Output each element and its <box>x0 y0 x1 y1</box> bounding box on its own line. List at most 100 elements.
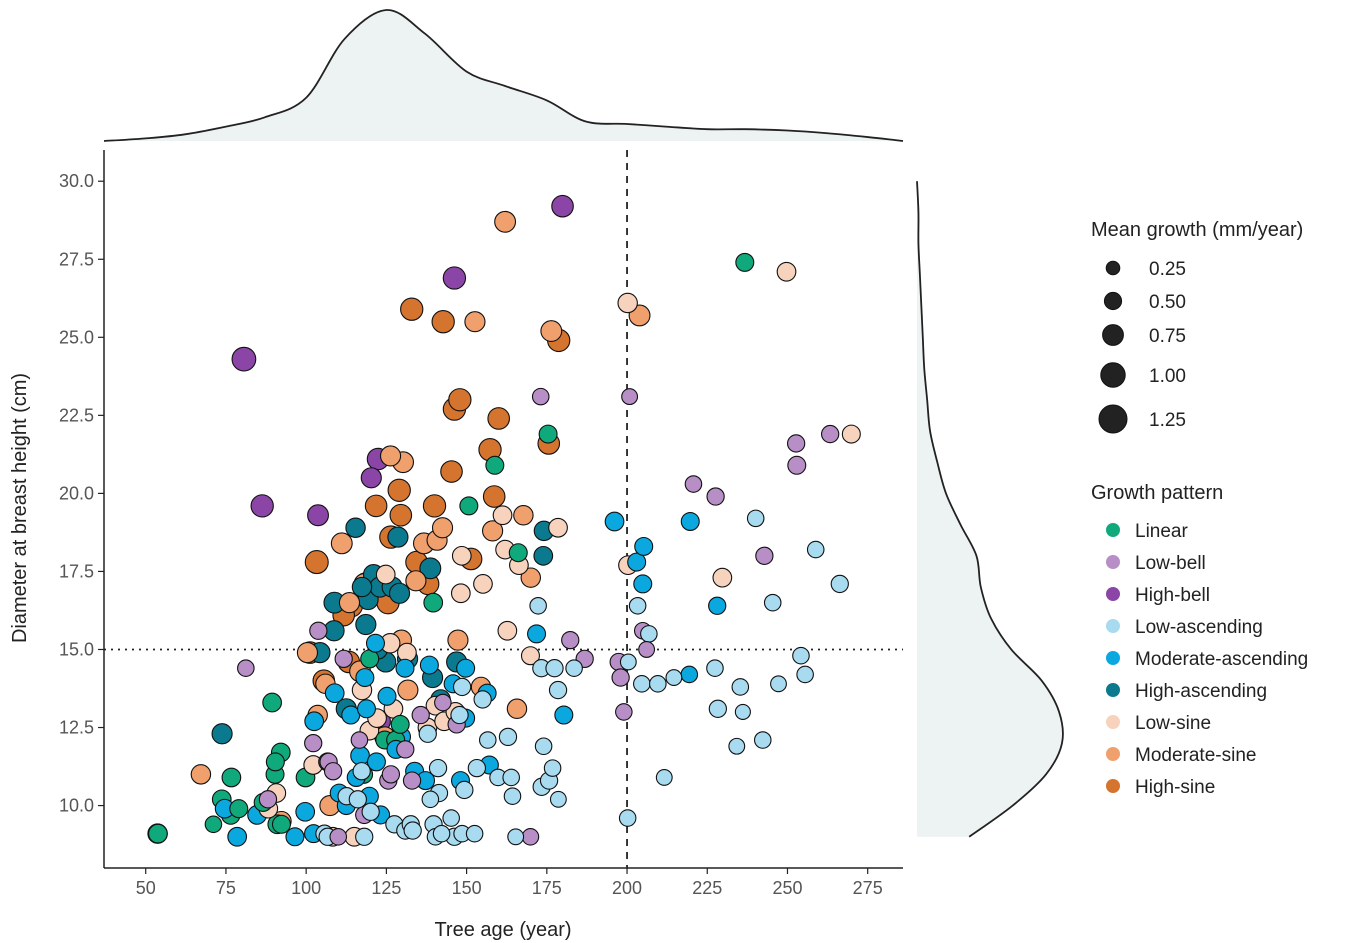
point-low-bell <box>237 659 255 677</box>
point-low-sine <box>451 545 472 566</box>
size-legend-label: 1.25 <box>1149 410 1186 431</box>
x-tick-label: 125 <box>371 878 401 898</box>
point-linear <box>262 692 283 713</box>
point-high-ascending <box>351 576 373 598</box>
point-low-ascending <box>361 802 380 821</box>
point-linear <box>148 823 168 844</box>
x-axis-title: Tree age (year) <box>434 919 571 941</box>
point-low-ascending <box>428 758 448 778</box>
point-low-sine <box>450 583 471 604</box>
right-density-curve <box>916 181 1064 838</box>
point-low-ascending <box>418 724 437 743</box>
size-legend-label: 1.00 <box>1149 366 1186 387</box>
point-linear <box>229 799 249 819</box>
point-moderate-ascending <box>365 633 385 653</box>
point-high-sine <box>364 494 388 518</box>
color-legend-label: Linear <box>1135 521 1188 542</box>
point-low-ascending <box>545 659 564 678</box>
size-legend-key <box>1103 291 1123 311</box>
point-moderate-ascending <box>554 705 574 725</box>
top-marginal-density <box>103 9 904 142</box>
point-moderate-sine <box>397 679 419 701</box>
point-low-ascending <box>734 703 751 720</box>
point-moderate-sine <box>506 698 528 720</box>
point-low-bell <box>638 641 656 658</box>
point-moderate-ascending <box>680 511 700 531</box>
point-high-ascending <box>345 517 366 538</box>
size-legend-label: 0.75 <box>1149 326 1186 347</box>
size-legend-label: 0.50 <box>1149 292 1186 313</box>
point-low-ascending <box>355 827 374 846</box>
point-low-ascending <box>498 727 518 747</box>
point-low-ascending <box>502 768 520 787</box>
point-moderate-sine <box>190 764 212 785</box>
point-high-bell <box>307 504 329 527</box>
point-moderate-ascending <box>633 574 653 594</box>
color-legend-key <box>1106 651 1120 665</box>
point-moderate-sine <box>447 629 469 651</box>
point-low-bell <box>304 733 323 753</box>
size-legend-key <box>1100 362 1126 388</box>
point-low-ascending <box>421 790 440 809</box>
color-legend-label: Low-bell <box>1135 553 1206 574</box>
point-moderate-ascending <box>627 552 647 572</box>
point-moderate-ascending <box>377 686 397 706</box>
point-moderate-ascending <box>395 658 415 678</box>
x-tick-label: 225 <box>692 878 722 898</box>
point-low-sine <box>776 261 797 282</box>
point-low-ascending <box>770 675 787 693</box>
point-high-ascending <box>419 557 442 580</box>
size-legend-title: Mean growth (mm/year) <box>1091 219 1303 241</box>
color-legend-key <box>1106 683 1120 697</box>
point-low-ascending <box>507 828 525 846</box>
color-legend-key <box>1106 555 1120 569</box>
point-high-sine <box>482 485 506 508</box>
point-low-ascending <box>665 669 683 687</box>
point-low-ascending <box>465 824 484 843</box>
point-low-sine <box>712 567 733 588</box>
top-density-fill <box>104 9 903 142</box>
point-high-ascending <box>211 723 233 745</box>
point-high-ascending <box>355 613 377 636</box>
point-moderate-sine <box>481 520 504 542</box>
point-low-ascending <box>455 780 474 800</box>
point-low-ascending <box>731 678 750 696</box>
y-tick-label: 12.5 <box>59 718 94 738</box>
point-low-ascending <box>753 731 772 749</box>
point-moderate-sine <box>464 311 486 333</box>
point-low-ascending <box>543 759 562 777</box>
point-low-ascending <box>806 540 825 559</box>
point-linear <box>735 252 755 272</box>
size-legend: Mean growth (mm/year) 0.25 0.50 0.75 1.00 1.… <box>1091 219 1303 434</box>
point-low-bell <box>706 487 725 506</box>
color-legend-label: High-bell <box>1135 585 1210 606</box>
point-low-ascending <box>432 824 451 843</box>
point-low-ascending <box>619 653 637 671</box>
point-high-bell <box>250 494 274 518</box>
point-linear <box>538 424 558 444</box>
point-high-sine <box>387 478 411 502</box>
point-high-bell <box>551 194 574 218</box>
point-low-bell <box>396 740 415 759</box>
point-moderate-ascending <box>419 655 439 675</box>
point-low-ascending <box>763 593 782 612</box>
point-low-bell <box>258 790 278 809</box>
point-linear <box>265 752 285 772</box>
size-legend-key <box>1105 260 1121 276</box>
point-low-ascending <box>628 596 647 615</box>
point-moderate-ascending <box>366 752 386 772</box>
point-moderate-ascending <box>527 624 547 644</box>
color-legend-label: Moderate-sine <box>1135 745 1256 766</box>
point-moderate-sine <box>330 532 353 555</box>
point-moderate-sine <box>379 445 402 467</box>
point-low-sine <box>473 574 493 594</box>
color-legend-label: Moderate-ascending <box>1135 649 1308 670</box>
point-low-ascending <box>450 705 469 725</box>
x-tick-label: 200 <box>612 878 642 898</box>
point-linear <box>390 714 410 734</box>
point-low-sine <box>617 292 638 314</box>
color-legend-label: Low-ascending <box>1135 617 1263 638</box>
point-moderate-sine <box>513 505 534 526</box>
point-low-bell <box>561 630 580 650</box>
point-low-bell <box>786 434 806 453</box>
